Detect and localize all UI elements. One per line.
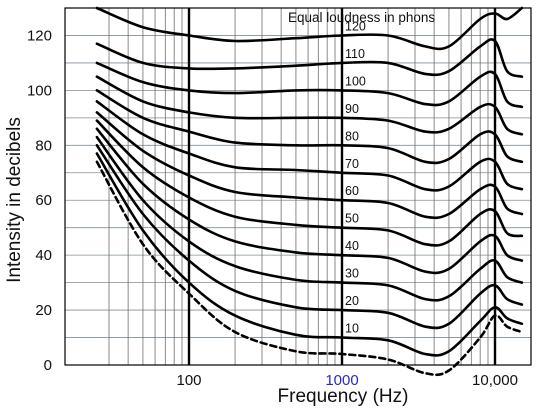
series-layer (95, 6, 524, 377)
phon-label-bg (344, 46, 370, 60)
x-tick-label: 10,000 (472, 372, 518, 389)
annotation-title: Equal loudness in phons (288, 10, 435, 25)
phon-label-bg (344, 184, 362, 198)
y-tick-label: 120 (27, 27, 52, 44)
phon-label-50: 50 (345, 212, 359, 226)
phon-label-40: 40 (345, 239, 359, 253)
phon-label-20: 20 (345, 294, 359, 308)
phon-label-bg (344, 294, 362, 308)
threshold-curve (95, 160, 524, 377)
phon-label-90: 90 (345, 102, 359, 116)
phon-curve-120 (95, 6, 524, 51)
phon-label-bg (344, 156, 362, 170)
x-tick-label: 100 (176, 372, 201, 389)
phon-label-bg (344, 266, 362, 280)
y-tick-label: 0 (44, 357, 52, 374)
y-tick-label: 80 (35, 137, 52, 154)
phon-curve-60 (95, 111, 524, 220)
phon-labels: 10 20 30 40 50 60 70 80 90 100 110 120 (344, 19, 370, 336)
y-tick-label: 100 (27, 82, 52, 99)
x-tick-label: 1000 (325, 372, 358, 389)
phon-label-10: 10 (345, 322, 359, 336)
phon-label-bg (344, 74, 370, 88)
phon-curve-20 (95, 144, 524, 330)
phon-label-bg (344, 129, 362, 143)
phon-label-70: 70 (345, 157, 359, 171)
x-axis-title: Frequency (Hz) (278, 386, 409, 407)
phon-label-bg (344, 239, 362, 253)
phon-label-bg (344, 19, 370, 33)
phon-curve-40 (95, 127, 524, 275)
phon-label-110: 110 (345, 47, 365, 61)
phon-label-30: 30 (345, 267, 359, 281)
phon-label-120: 120 (345, 19, 366, 33)
y-tick-label: 20 (35, 302, 52, 319)
phon-curve-10 (95, 152, 524, 357)
plot-frame (64, 7, 532, 366)
y-tick-label: 40 (35, 247, 52, 264)
y-axis-title: Intensity in decibels (4, 117, 25, 283)
phon-label-60: 60 (345, 184, 359, 198)
phon-label-bg (344, 101, 362, 115)
phon-curve-80 (95, 89, 524, 165)
phon-label-80: 80 (345, 129, 359, 143)
phon-curve-30 (95, 135, 524, 302)
phon-curve-70 (95, 100, 524, 192)
axes: 0 20 40 60 80 100 120 100 1000 10,000 (27, 27, 518, 389)
y-tick-label: 60 (35, 192, 52, 209)
phon-curve-50 (95, 119, 524, 247)
phon-label-bg (344, 211, 362, 225)
phon-curve-100 (95, 61, 524, 109)
phon-label-bg (344, 321, 362, 335)
phon-curve-110 (95, 38, 524, 78)
phon-label-100: 100 (345, 74, 366, 88)
phon-curve-90 (95, 75, 524, 136)
